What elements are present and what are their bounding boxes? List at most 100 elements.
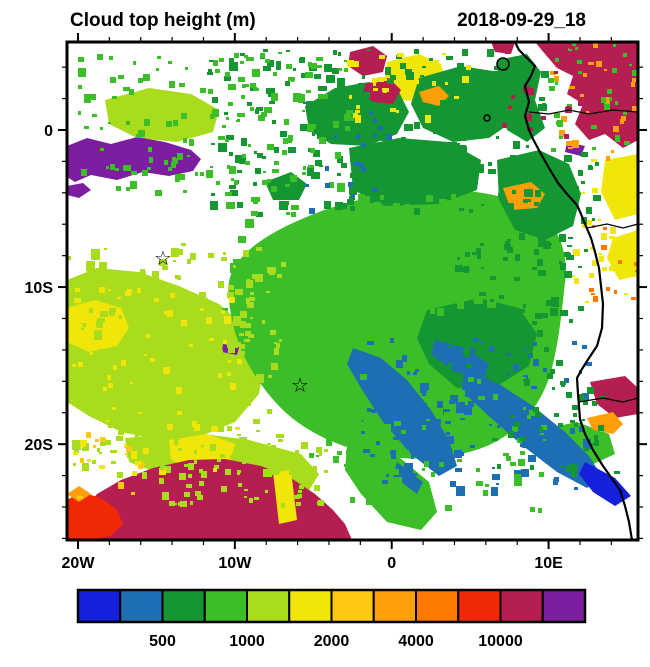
cloud-speckle xyxy=(335,152,341,159)
cloud-speckle xyxy=(359,163,364,168)
cloud-speckle xyxy=(491,487,498,496)
cloud-speckle xyxy=(174,317,183,322)
cloud-speckle xyxy=(344,114,351,121)
cloud-speckle xyxy=(578,170,583,176)
cloud-speckle xyxy=(148,147,152,152)
cloud-speckle xyxy=(143,448,149,454)
cloud-speckle xyxy=(594,435,598,440)
cloud-speckle xyxy=(621,116,626,121)
cloud-speckle xyxy=(476,481,483,486)
cloud-speckle xyxy=(420,403,427,407)
cloud-speckle xyxy=(78,111,81,115)
cloud-speckle xyxy=(110,423,115,426)
cloud-speckle xyxy=(213,468,217,472)
cloud-speckle xyxy=(402,355,407,362)
cloud-speckle xyxy=(278,290,286,298)
cloud-speckle xyxy=(112,407,116,410)
cloud-speckle xyxy=(617,192,623,197)
cloud-speckle xyxy=(240,321,246,328)
cloud-speckle xyxy=(366,281,373,284)
cloud-speckle xyxy=(421,247,428,255)
cloud-speckle xyxy=(158,288,162,292)
cloud-speckle xyxy=(367,49,370,51)
cloud-speckle xyxy=(604,104,610,110)
cloud-speckle xyxy=(370,454,375,457)
cloud-speckle-group xyxy=(78,52,354,196)
cloud-speckle xyxy=(316,372,320,377)
cloud-speckle xyxy=(116,436,123,441)
cloud-speckle xyxy=(552,228,556,233)
cloud-speckle xyxy=(383,424,391,432)
cloud-speckle xyxy=(162,266,168,270)
cloud-speckle xyxy=(67,256,71,260)
cloud-speckle xyxy=(263,469,272,477)
cloud-speckle xyxy=(335,202,343,210)
cloud-speckle xyxy=(615,135,620,142)
cloud-speckle xyxy=(225,72,230,77)
cloud-speckle xyxy=(186,484,192,488)
cloud-speckle xyxy=(286,64,292,69)
cloud-speckle xyxy=(107,375,111,380)
y-axis-tick-label: 10S xyxy=(25,280,54,297)
cloud-speckle xyxy=(341,163,347,168)
cloud-speckle xyxy=(405,450,409,455)
cloud-speckle xyxy=(338,290,343,294)
cloud-speckle xyxy=(250,107,254,111)
cloud-speckle xyxy=(315,160,322,166)
cloud-region-blue-streak xyxy=(393,462,423,494)
cloud-speckle xyxy=(506,210,510,214)
cloud-speckle xyxy=(372,188,378,192)
cloud-speckle xyxy=(275,469,279,474)
cloud-speckle xyxy=(78,324,83,328)
cloud-speckle xyxy=(293,228,298,232)
cloud-speckle xyxy=(582,393,589,401)
cloud-speckle xyxy=(492,403,499,411)
colorbar-box xyxy=(288,589,333,623)
cloud-speckle xyxy=(324,308,329,314)
cloud-speckle xyxy=(84,126,89,129)
cloud-speckle xyxy=(116,186,121,191)
cloud-speckle xyxy=(282,150,287,155)
cloud-speckle xyxy=(514,422,520,427)
cloud-speckle xyxy=(293,495,300,499)
cloud-speckle xyxy=(229,58,234,65)
axes-layer: 20W 10W 0 10E 0 10S 20S xyxy=(25,33,647,572)
cloud-speckle xyxy=(293,68,296,71)
cloud-speckle xyxy=(460,418,465,420)
cloud-speckle xyxy=(218,373,222,378)
cloud-speckle xyxy=(564,155,572,162)
cloud-speckle xyxy=(546,300,552,306)
cloud-speckle xyxy=(337,451,342,455)
cloud-speckle xyxy=(349,135,352,137)
cloud-speckle xyxy=(206,317,212,324)
cloud-speckle xyxy=(238,483,242,487)
cloud-speckle xyxy=(510,462,516,466)
cloud-speckle xyxy=(459,390,465,396)
cloud-speckle xyxy=(226,202,235,209)
cloud-speckle xyxy=(556,360,563,366)
cloud-speckle xyxy=(561,385,565,387)
cloud-speckle xyxy=(210,444,216,451)
cloud-speckle xyxy=(175,275,180,279)
cloud-speckle xyxy=(373,118,377,123)
cloud-speckle xyxy=(577,60,582,64)
cloud-speckle xyxy=(234,53,239,58)
cloud-speckle xyxy=(308,62,312,67)
cloud-speckle xyxy=(356,134,360,139)
cloud-speckle xyxy=(87,263,95,272)
cloud-speckle xyxy=(109,308,116,316)
colorbar-box xyxy=(119,589,164,623)
cloud-speckle xyxy=(472,252,476,255)
cloud-speckle xyxy=(346,110,353,114)
cloud-speckle xyxy=(219,58,224,62)
cloud-speckle xyxy=(420,75,424,77)
cloud-speckle xyxy=(375,270,379,272)
cloud-speckle xyxy=(290,175,297,182)
cloud-speckle xyxy=(569,86,575,89)
cloud-speckle xyxy=(581,152,588,157)
cloud-speckle xyxy=(325,166,329,171)
island-outline xyxy=(496,57,510,71)
cloud-speckle xyxy=(108,383,113,388)
cloud-speckle xyxy=(531,171,536,175)
cloud-speckle xyxy=(127,355,130,359)
